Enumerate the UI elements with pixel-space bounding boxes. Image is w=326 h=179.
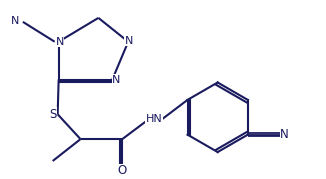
Text: S: S (49, 108, 56, 121)
Text: N: N (125, 36, 133, 46)
Text: O: O (118, 165, 127, 177)
Text: N: N (10, 16, 19, 26)
Text: N: N (55, 37, 64, 47)
Text: N: N (112, 74, 121, 84)
Text: N: N (280, 128, 289, 141)
Text: HN: HN (146, 114, 162, 124)
